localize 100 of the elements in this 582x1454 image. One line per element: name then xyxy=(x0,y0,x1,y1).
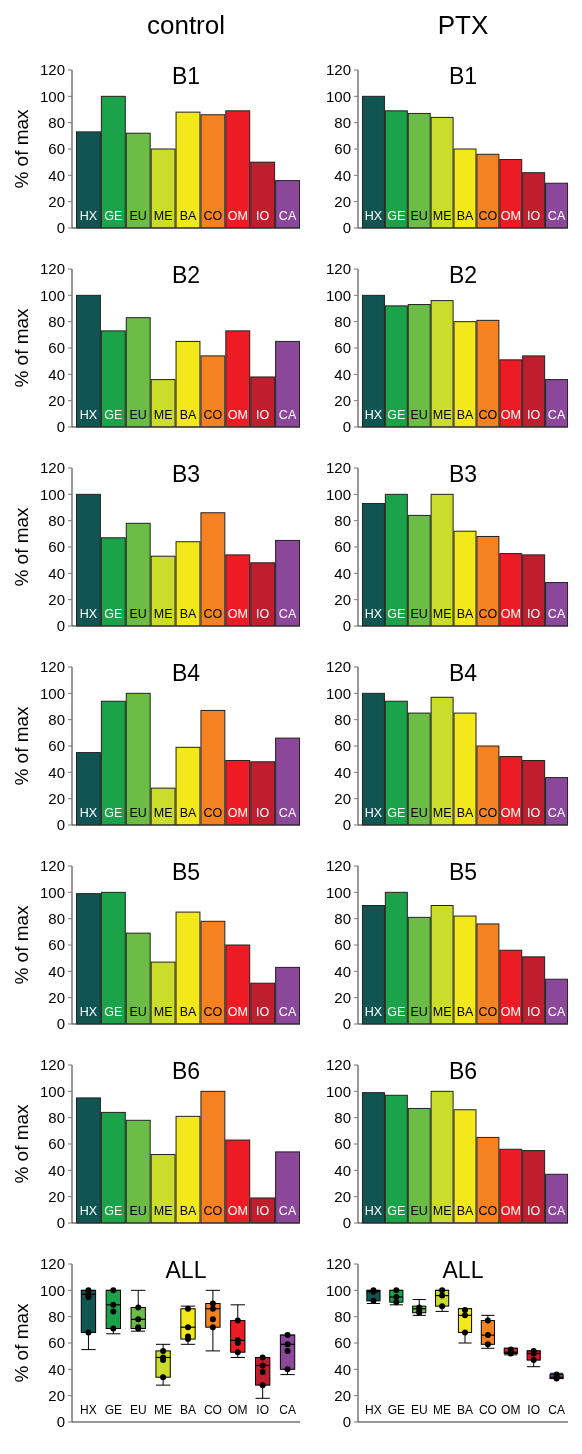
y-tick-label: 80 xyxy=(334,511,351,529)
x-tick-label: HX xyxy=(79,806,98,820)
x-tick-label: ME xyxy=(153,209,173,223)
x-tick-label: HX xyxy=(364,209,383,223)
y-tick-label: 100 xyxy=(325,1082,351,1100)
x-tick-label: CO xyxy=(478,408,498,422)
y-tick-label: 0 xyxy=(342,418,351,436)
x-tick-label: GE xyxy=(104,1204,123,1218)
y-tick-label: 40 xyxy=(48,365,65,383)
y-tick-label: 20 xyxy=(48,590,65,608)
x-tick-label: CA xyxy=(548,1403,565,1417)
x-tick-label: OM xyxy=(500,209,521,223)
x-tick-label: HX xyxy=(364,607,383,621)
y-tick-label: 20 xyxy=(48,988,65,1006)
y-tick-label: 40 xyxy=(334,763,351,781)
chart-title: ALL xyxy=(442,1257,484,1283)
y-tick-label: 80 xyxy=(334,312,351,330)
y-tick-label: 100 xyxy=(39,87,65,105)
x-tick-label: HX xyxy=(79,209,98,223)
y-tick-label: 0 xyxy=(342,1214,351,1232)
x-tick-label: EU xyxy=(410,1403,428,1417)
y-tick-label: 20 xyxy=(334,590,351,608)
x-tick-label: CO xyxy=(203,1204,223,1218)
y-tick-label: 80 xyxy=(48,511,65,529)
x-tick-label: EU xyxy=(410,408,428,422)
x-tick-label: EU xyxy=(410,607,428,621)
x-tick-label: CO xyxy=(203,607,223,621)
x-tick-label: EU xyxy=(129,607,147,621)
y-tick-label: 60 xyxy=(48,1334,65,1352)
y-tick-label: 0 xyxy=(56,219,65,237)
y-tick-label: 40 xyxy=(48,1161,65,1179)
x-tick-label: OM xyxy=(227,1005,248,1019)
y-tick-label: 0 xyxy=(56,1015,65,1033)
y-tick-label: 120 xyxy=(325,1056,351,1074)
x-tick-label: EU xyxy=(129,1403,147,1417)
y-tick-label: 20 xyxy=(334,192,351,210)
x-tick-label: HX xyxy=(365,1403,382,1417)
y-tick-label: 120 xyxy=(39,61,65,79)
y-tick-label: 120 xyxy=(39,857,65,875)
chart-title: B4 xyxy=(171,660,201,686)
x-tick-label: CA xyxy=(547,209,566,223)
x-tick-label: EU xyxy=(129,806,147,820)
chart-subtitle: control xyxy=(146,10,226,40)
y-axis-title: % of max xyxy=(11,108,32,189)
x-tick-label: BA xyxy=(456,607,474,621)
y-tick-label: 40 xyxy=(334,1360,351,1378)
y-tick-label: 60 xyxy=(48,936,65,954)
x-tick-label: EU xyxy=(129,408,147,422)
x-tick-label: CO xyxy=(203,1403,222,1417)
x-tick-label: HX xyxy=(364,1204,383,1218)
y-tick-label: 60 xyxy=(334,538,351,556)
y-tick-label: 60 xyxy=(48,1135,65,1153)
y-tick-label: 80 xyxy=(334,909,351,927)
x-tick-label: CO xyxy=(478,1005,498,1019)
y-tick-label: 100 xyxy=(39,485,65,503)
x-tick-label: BA xyxy=(456,1204,474,1218)
y-tick-label: 80 xyxy=(48,909,65,927)
y-tick-label: 20 xyxy=(334,391,351,409)
x-tick-label: ME xyxy=(432,607,452,621)
y-tick-label: 20 xyxy=(334,1187,351,1205)
y-tick-label: 20 xyxy=(48,1187,65,1205)
x-tick-label: OM xyxy=(500,408,521,422)
x-tick-label: OM xyxy=(500,1005,521,1019)
x-tick-label: IO xyxy=(527,209,541,223)
x-tick-label: BA xyxy=(179,1204,197,1218)
x-tick-label: BA xyxy=(179,806,197,820)
chart-title: B1 xyxy=(171,63,201,89)
x-tick-label: CA xyxy=(278,607,297,621)
x-tick-label: BA xyxy=(456,1005,474,1019)
x-tick-label: CA xyxy=(547,408,566,422)
chart-title: ALL xyxy=(165,1257,207,1283)
x-tick-label: IO xyxy=(527,806,541,820)
y-tick-label: 100 xyxy=(39,1281,65,1299)
x-tick-label: ME xyxy=(432,209,452,223)
y-tick-label: 80 xyxy=(334,710,351,728)
x-tick-label: ME xyxy=(153,806,173,820)
x-tick-label: CO xyxy=(478,1403,497,1417)
y-tick-label: 20 xyxy=(48,789,65,807)
y-tick-label: 40 xyxy=(334,365,351,383)
x-tick-label: GE xyxy=(387,806,406,820)
x-tick-label: BA xyxy=(456,408,474,422)
y-axis-title: % of max xyxy=(11,506,32,587)
y-tick-label: 60 xyxy=(48,737,65,755)
y-axis-title: % of max xyxy=(11,705,32,786)
x-tick-label: GE xyxy=(104,408,123,422)
y-tick-label: 100 xyxy=(325,87,351,105)
y-tick-label: 20 xyxy=(334,1386,351,1404)
chart-title: B2 xyxy=(448,262,478,288)
x-tick-label: GE xyxy=(387,408,406,422)
x-tick-label: CA xyxy=(278,1005,297,1019)
x-tick-label: OM xyxy=(501,1403,521,1417)
y-tick-label: 40 xyxy=(48,564,65,582)
x-tick-label: IO xyxy=(256,1005,270,1019)
x-tick-label: GE xyxy=(387,1204,406,1218)
y-tick-label: 20 xyxy=(48,192,65,210)
y-axis-title: % of max xyxy=(11,904,32,985)
x-tick-label: ME xyxy=(154,1403,173,1417)
x-tick-label: IO xyxy=(256,1403,269,1417)
y-tick-label: 0 xyxy=(56,617,65,635)
y-tick-label: 0 xyxy=(342,1015,351,1033)
